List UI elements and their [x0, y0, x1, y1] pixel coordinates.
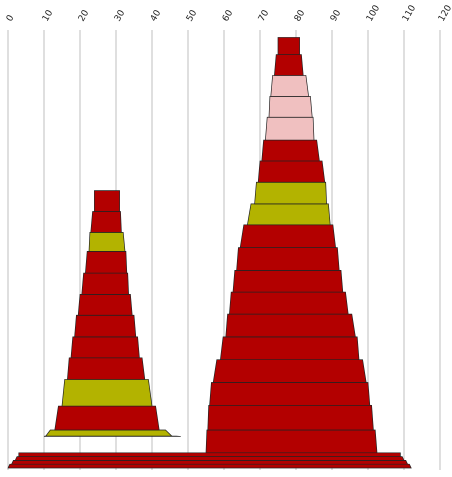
left-cone-band [45, 429, 173, 437]
right-cone-band [205, 429, 378, 454]
x-tick-label: 80 [293, 8, 308, 23]
x-tick-label: 20 [77, 8, 92, 23]
baseline-band [18, 452, 401, 457]
x-tick-label: 100 [365, 3, 382, 23]
x-tick-label: 50 [185, 8, 200, 23]
right-cone-band [209, 382, 371, 406]
right-cone-band [270, 75, 309, 97]
x-tick-labels: 0 10 20 30 40 50 60 70 80 90 100 110 120 [5, 3, 452, 23]
x-tick-label: 10 [41, 8, 56, 23]
right-cone-band [212, 359, 367, 383]
left-cone-band [54, 405, 160, 431]
right-cone-band [268, 96, 313, 118]
right-cone-band [229, 291, 349, 315]
left-cone-band [77, 293, 133, 316]
right-cone-band [257, 160, 326, 183]
left-cone-band [70, 336, 140, 359]
right-cone-band [274, 54, 304, 76]
cone-shapes [7, 37, 412, 469]
left-cone-band [85, 251, 128, 274]
right-cone-band [236, 247, 340, 271]
left-cone [43, 190, 181, 437]
left-cone-band [90, 211, 122, 233]
right-cone-band [265, 116, 315, 141]
x-tick-label: 120 [437, 3, 452, 23]
right-cone-band [261, 139, 320, 162]
left-cone-band [74, 314, 137, 338]
right-cone-band [225, 313, 356, 338]
x-tick-label: 0 [5, 13, 17, 23]
right-cone-band [220, 336, 360, 361]
x-tick-label: 40 [149, 8, 164, 23]
x-tick-label: 30 [113, 8, 128, 23]
left-cone-band [81, 272, 129, 295]
x-tick-label: 90 [329, 8, 344, 23]
left-cone-band [61, 379, 153, 407]
right-cone-band [246, 203, 331, 226]
x-tick-label: 70 [257, 8, 272, 23]
x-tick-label: 60 [221, 8, 236, 23]
right-cone-band [277, 37, 300, 55]
baseline-band [7, 463, 412, 469]
left-cone-band [88, 232, 126, 252]
right-cone-band [232, 270, 344, 293]
right-cone-band [254, 181, 327, 205]
right-cone [205, 37, 378, 454]
baseline [7, 452, 412, 469]
right-cone-band [239, 224, 336, 248]
baseline-band [11, 460, 409, 465]
baseline-band [14, 456, 405, 461]
left-cone-band [67, 357, 146, 380]
left-cone-band [94, 190, 120, 212]
x-tick-label: 110 [401, 3, 418, 23]
right-cone-band [207, 404, 374, 431]
